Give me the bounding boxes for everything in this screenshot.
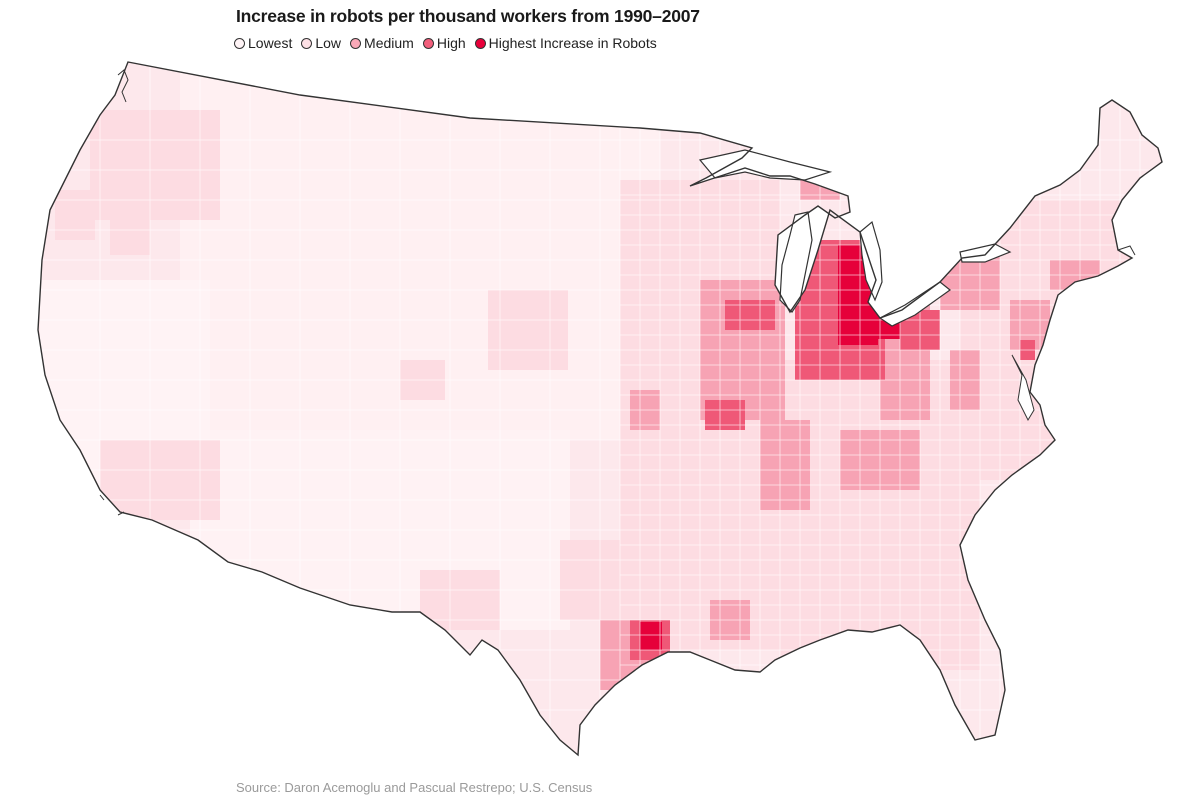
legend-item-medium: Medium	[350, 35, 414, 51]
lake-michigan	[779, 211, 813, 313]
legend-swatch-lowest	[234, 37, 245, 49]
legend-item-lowest: Lowest	[234, 35, 292, 51]
legend-label-high: High	[436, 35, 466, 51]
legend-swatch-low	[301, 37, 313, 49]
legend-swatch-medium	[350, 37, 362, 49]
legend-item-low: Low	[301, 35, 341, 51]
legend-swatch-high	[422, 37, 434, 49]
legend-item-highest: Highest Increase in Robots	[474, 35, 657, 51]
lake-ontario	[959, 243, 1012, 263]
legend-label-medium: Medium	[364, 35, 414, 51]
legend-swatch-highest	[474, 37, 486, 49]
map-title: Increase in robots per thousand workers …	[236, 6, 700, 26]
legend-label-lowest: Lowest	[248, 35, 293, 51]
source-note: Source: Daron Acemoglu and Pascual Restr…	[236, 780, 593, 795]
lake-erie	[878, 281, 951, 327]
legend-item-high: High	[422, 35, 466, 51]
legend-label-highest: Highest Increase in Robots	[488, 35, 657, 51]
legend: Lowest Low Medium High Highest Increase …	[234, 35, 657, 51]
legend-label-low: Low	[315, 35, 342, 51]
